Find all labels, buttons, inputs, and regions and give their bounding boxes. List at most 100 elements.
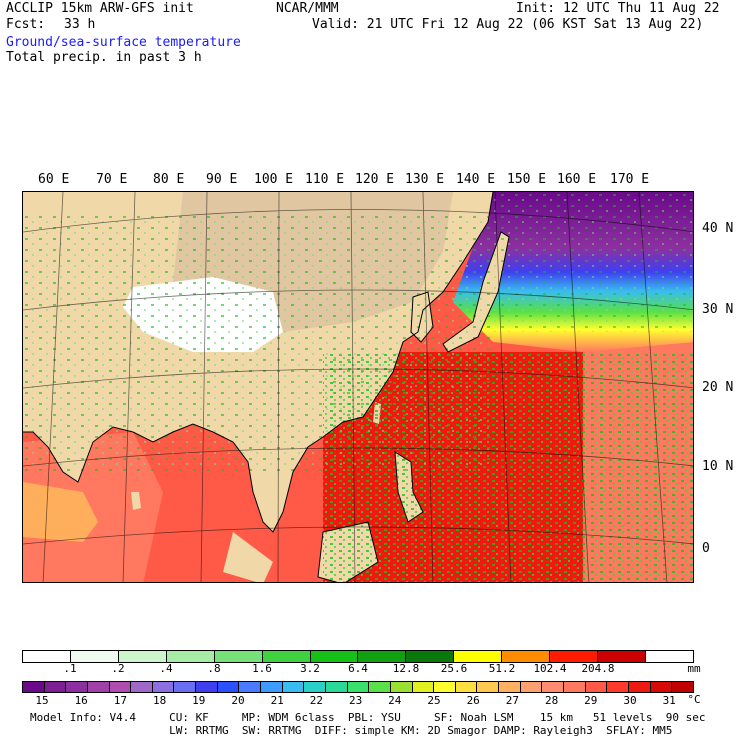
temp-color-swatch [455,682,478,692]
temp-tick-label: 20 [231,694,245,707]
precip-land [23,212,493,472]
temp-tick-label: 22 [309,694,324,707]
temp-color-swatch [152,682,175,692]
precip-color-swatch [166,651,215,662]
temp-color-swatch [434,682,456,692]
precip-tick-label: 12.8 [392,662,420,675]
precip-tick-label: 25.6 [440,662,468,675]
longitude-label: 160 E [557,172,597,187]
org-label: NCAR/MMM [276,1,339,16]
sumatra [223,532,273,582]
fcst-value: 33 h [64,17,96,32]
temp-color-swatch [585,682,608,692]
temp-color-swatch [217,682,240,692]
temp-color-swatch [239,682,262,692]
temp-color-swatch [44,682,67,692]
precip-tick-label: 1.6 [252,662,272,675]
longitude-label: 100 E [254,172,294,187]
temp-color-swatch [347,682,370,692]
coastlines [23,192,510,582]
temp-color-swatch [369,682,391,692]
fcst-label: Fcst: [6,17,46,32]
precip-tick-label: 102.4 [533,662,567,675]
temp-tick-label: 24 [388,694,402,707]
temp-color-swatch [174,682,197,692]
model-title: ACCLIP 15km ARW-GFS init [6,1,194,16]
precip-color-swatch [262,651,311,662]
temp-tick-label: 16 [74,694,88,707]
temp-color-swatch [87,682,110,692]
precip-color-swatch [214,651,263,662]
precip-color-swatch [502,651,551,662]
longitude-label: 70 E [96,172,128,187]
temp-colorbar [22,681,694,693]
temp-color-swatch [66,682,88,692]
temp-tick-label: 23 [348,694,363,707]
map-canvas [23,192,693,582]
valid-time: Valid: 21 UTC Fri 12 Aug 22 (06 KST Sat … [312,17,704,32]
longitude-label: 170 E [610,172,650,187]
temp-tick-label: 15 [35,694,49,707]
graticule [23,192,693,582]
temp-color-swatch [412,682,435,692]
longitude-label: 150 E [507,172,547,187]
temp-color-swatch [196,682,218,692]
temp-tick-label: 21 [270,694,284,707]
temp-color-swatch [672,682,693,692]
precip-tick-label: .2 [111,662,125,675]
precip-tick-label: 204.8 [581,662,615,675]
longitude-label: 60 E [38,172,70,187]
field-precip-label: Total precip. in past 3 h [6,50,202,65]
temp-color-swatch [23,682,45,692]
field-sst-label: Ground/sea-surface temperature [6,35,241,50]
temp-unit: °C [687,693,701,706]
forecast-map [22,191,694,583]
temp-color-swatch [542,682,565,692]
temp-color-swatch [261,682,283,692]
longitude-label: 120 E [355,172,395,187]
init-time: Init: 12 UTC Thu 11 Aug 22 [516,1,720,16]
temp-color-swatch [282,682,305,692]
temp-color-swatch [390,682,413,692]
temp-tick-label: 30 [623,694,637,707]
precip-color-swatch [406,651,455,662]
temp-tick-label: 17 [113,694,128,707]
precip-tick-label: 6.4 [348,662,368,675]
precip-colorbar [22,650,694,663]
latitude-label: 0 [702,541,710,556]
longitude-label: 110 E [305,172,345,187]
precip-color-swatch [550,651,599,662]
temp-color-swatch [304,682,326,692]
temp-color-swatch [499,682,521,692]
precip-cold [493,192,693,332]
temp-color-swatch [564,682,586,692]
precip-color-swatch [23,651,71,662]
temp-color-swatch [607,682,629,692]
sri-lanka [131,492,141,510]
precip-color-swatch [358,651,407,662]
temp-tick-label: 31 [662,694,676,707]
temp-color-swatch [520,682,543,692]
model-info-line2: LW: RRTMG SW: RRTMG DIFF: simple KM: 2D … [30,724,673,737]
temp-color-swatch [477,682,500,692]
temp-tick-label: 27 [505,694,520,707]
longitude-label: 90 E [206,172,238,187]
precip-tick-label: .8 [207,662,221,675]
precip-color-swatch [598,651,646,662]
temp-tick-label: 26 [466,694,480,707]
temp-tick-label: 19 [192,694,206,707]
temp-tick-label: 18 [152,694,167,707]
temp-color-swatch [628,682,651,692]
latitude-label: 30 N [702,302,734,317]
temp-tick-label: 29 [584,694,598,707]
temp-color-swatch [131,682,153,692]
longitude-label: 140 E [456,172,496,187]
temp-color-swatch [650,682,673,692]
temp-color-swatch [109,682,132,692]
precip-tick-label: .1 [63,662,77,675]
precip-color-swatch [70,651,119,662]
temp-tick-label: 28 [544,694,559,707]
precip-color-swatch [454,651,503,662]
longitude-label: 80 E [153,172,185,187]
model-info-line1: Model Info: V4.4 CU: KF MP: WDM 6class P… [30,711,706,724]
